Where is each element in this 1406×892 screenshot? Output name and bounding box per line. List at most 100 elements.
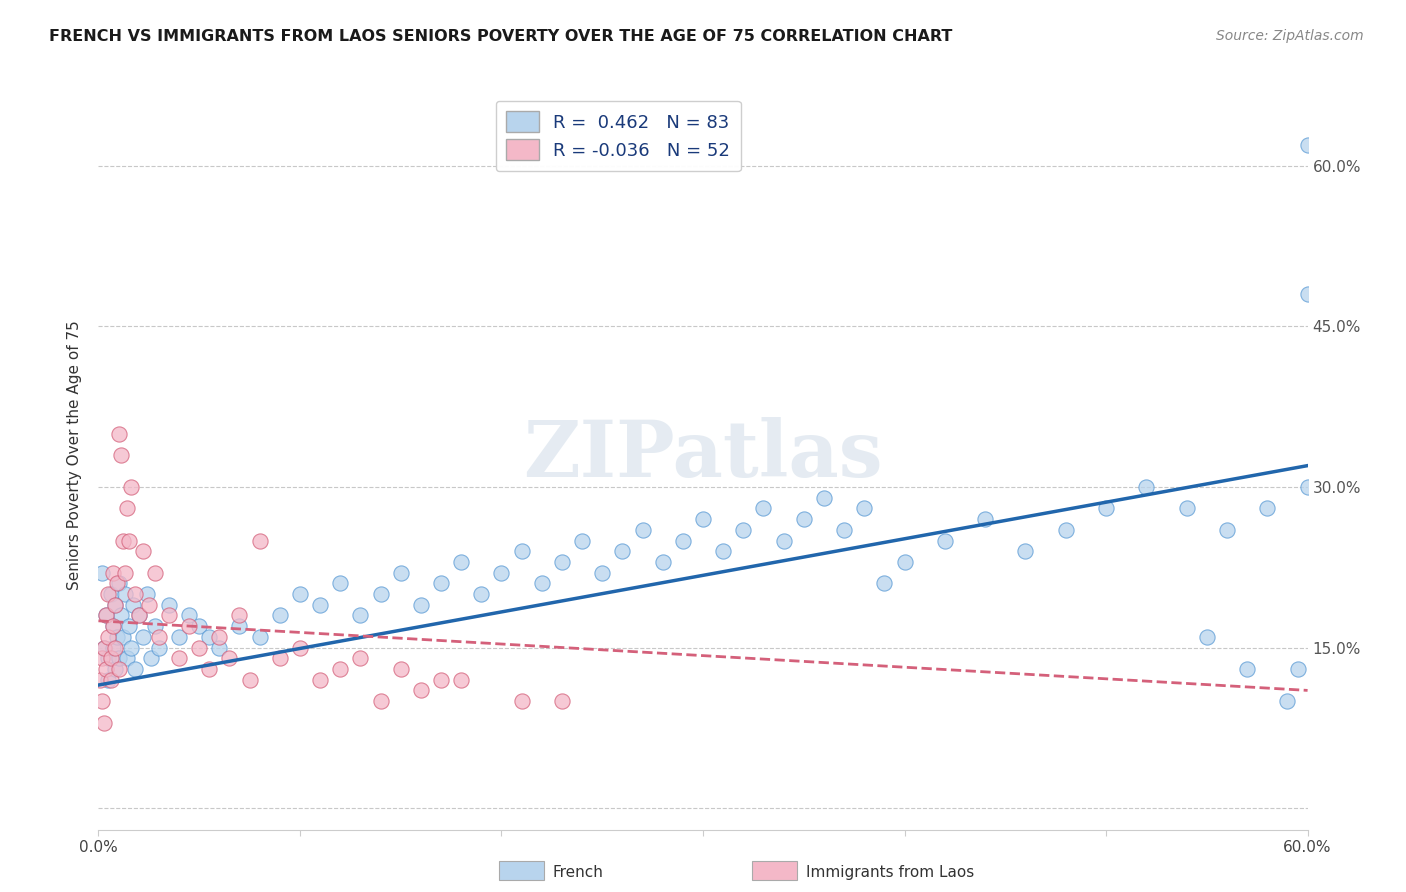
Point [1296, 287, 1319, 301]
Point [470, 587, 492, 601]
Point [114, 587, 136, 601]
Point [97, 630, 120, 644]
Point [832, 523, 855, 537]
Point [128, 608, 150, 623]
Point [591, 566, 613, 580]
Point [120, 640, 142, 655]
Point [100, 587, 122, 601]
Point [118, 533, 141, 548]
Point [148, 630, 170, 644]
Point [409, 683, 432, 698]
Point [288, 587, 311, 601]
Point [349, 651, 371, 665]
Point [651, 555, 673, 569]
Point [711, 544, 734, 558]
Point [111, 630, 134, 644]
Point [733, 523, 755, 537]
Point [101, 566, 124, 580]
Point [124, 662, 146, 676]
Point [249, 533, 271, 548]
Point [103, 662, 125, 676]
Point [551, 555, 574, 569]
Point [124, 587, 146, 601]
Point [107, 662, 129, 676]
Point [96, 608, 118, 623]
Point [118, 619, 141, 633]
Point [198, 630, 221, 644]
Point [120, 480, 142, 494]
Point [157, 598, 180, 612]
Point [91, 651, 114, 665]
Point [1095, 501, 1118, 516]
Point [111, 533, 134, 548]
Point [1277, 694, 1299, 708]
Point [198, 662, 221, 676]
Point [114, 566, 136, 580]
Point [135, 587, 157, 601]
Point [853, 501, 876, 516]
Point [208, 630, 231, 644]
Point [551, 694, 574, 708]
Point [110, 448, 132, 462]
Point [143, 619, 166, 633]
Text: Source: ZipAtlas.com: Source: ZipAtlas.com [1216, 29, 1364, 44]
Point [370, 694, 392, 708]
Point [1014, 544, 1036, 558]
Point [1195, 630, 1218, 644]
Point [269, 608, 291, 623]
Point [309, 598, 332, 612]
Point [974, 512, 997, 526]
Point [329, 576, 352, 591]
Point [97, 651, 120, 665]
Point [143, 566, 166, 580]
Point [188, 640, 211, 655]
Point [218, 651, 240, 665]
Point [107, 426, 129, 441]
Point [103, 640, 125, 655]
Point [96, 662, 118, 676]
Point [510, 694, 533, 708]
Point [612, 544, 634, 558]
Point [139, 651, 162, 665]
Point [752, 501, 775, 516]
Point [105, 576, 128, 591]
Point [121, 598, 143, 612]
Point [91, 566, 114, 580]
Point [510, 544, 533, 558]
Point [157, 608, 180, 623]
Point [132, 630, 155, 644]
Point [430, 576, 453, 591]
Point [208, 640, 231, 655]
Point [179, 608, 201, 623]
Point [96, 608, 118, 623]
Text: FRENCH VS IMMIGRANTS FROM LAOS SENIORS POVERTY OVER THE AGE OF 75 CORRELATION CH: FRENCH VS IMMIGRANTS FROM LAOS SENIORS P… [49, 29, 953, 45]
Point [329, 662, 352, 676]
Point [269, 651, 291, 665]
Point [309, 673, 332, 687]
Text: ZIPatlas: ZIPatlas [523, 417, 883, 493]
Point [692, 512, 714, 526]
Point [430, 673, 453, 687]
Point [1256, 501, 1278, 516]
Point [530, 576, 553, 591]
Y-axis label: Seniors Poverty Over the Age of 75: Seniors Poverty Over the Age of 75 [67, 320, 83, 590]
Point [389, 566, 412, 580]
Point [631, 523, 654, 537]
Point [100, 651, 122, 665]
Point [450, 555, 472, 569]
Point [115, 651, 138, 665]
Point [97, 673, 120, 687]
Point [672, 533, 695, 548]
Point [179, 619, 201, 633]
Point [132, 544, 155, 558]
Point [93, 640, 115, 655]
Point [571, 533, 593, 548]
Point [793, 512, 815, 526]
Point [188, 619, 211, 633]
Point [1286, 662, 1309, 676]
Point [93, 640, 115, 655]
Point [1296, 137, 1319, 152]
Point [288, 640, 311, 655]
Point [1216, 523, 1239, 537]
Point [97, 587, 120, 601]
